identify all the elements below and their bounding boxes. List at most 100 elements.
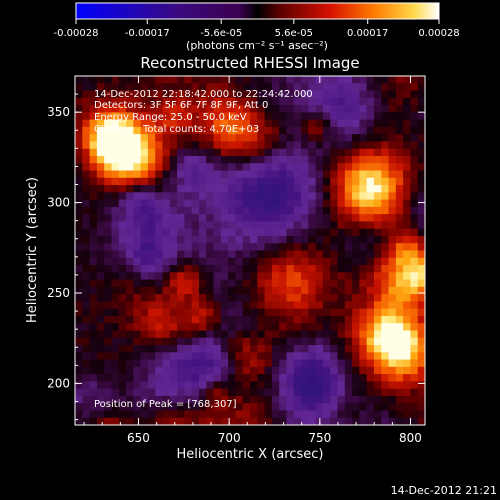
heatmap-cell bbox=[228, 279, 236, 288]
heatmap-cell bbox=[279, 126, 287, 135]
heatmap-cell bbox=[220, 163, 229, 171]
heatmap-cell bbox=[82, 366, 90, 375]
heatmap-cell bbox=[96, 279, 105, 288]
heatmap-cell bbox=[104, 90, 112, 99]
heatmap-cell bbox=[271, 345, 280, 353]
heatmap-cell bbox=[206, 330, 214, 339]
heatmap-cell bbox=[177, 374, 185, 382]
heatmap-cell bbox=[315, 308, 324, 317]
heatmap-cell bbox=[82, 170, 90, 179]
heatmap-cell bbox=[177, 395, 185, 404]
heatmap-cell bbox=[366, 134, 375, 142]
heatmap-cell bbox=[184, 403, 193, 411]
heatmap-cell bbox=[133, 337, 142, 346]
heatmap-cell bbox=[96, 330, 105, 339]
heatmap-cell bbox=[177, 155, 185, 164]
heatmap-cell bbox=[388, 323, 397, 331]
heatmap-cell bbox=[155, 301, 163, 310]
heatmap-cell bbox=[410, 294, 419, 302]
heatmap-cell bbox=[96, 410, 105, 419]
heatmap-cell bbox=[206, 250, 214, 259]
heatmap-cell bbox=[184, 323, 193, 331]
heatmap-cell bbox=[155, 177, 163, 186]
heatmap-cell bbox=[228, 206, 236, 215]
heatmap-cell bbox=[366, 345, 375, 353]
heatmap-cell bbox=[271, 366, 280, 375]
heatmap-cell bbox=[133, 141, 142, 150]
heatmap-cell bbox=[235, 323, 244, 331]
heatmap-cell bbox=[388, 177, 397, 186]
heatmap-cell bbox=[301, 90, 309, 99]
heatmap-cell bbox=[381, 315, 389, 324]
heatmap-cell bbox=[191, 359, 200, 368]
heatmap-cell bbox=[184, 206, 193, 215]
heatmap-cell bbox=[308, 119, 317, 128]
heatmap-cell bbox=[118, 330, 127, 339]
heatmap-cell bbox=[366, 148, 375, 157]
heatmap-cell bbox=[140, 76, 149, 84]
heatmap-cell bbox=[140, 177, 149, 186]
heatmap-cell bbox=[140, 83, 149, 91]
heatmap-cell bbox=[191, 155, 200, 164]
heatmap-cell bbox=[395, 286, 404, 295]
heatmap-cell bbox=[366, 105, 375, 113]
heatmap-cell bbox=[293, 308, 302, 317]
heatmap-cell bbox=[250, 134, 258, 142]
heatmap-cell bbox=[286, 185, 295, 193]
heatmap-cell bbox=[264, 323, 273, 331]
heatmap-cell bbox=[89, 250, 98, 259]
heatmap-cell bbox=[82, 148, 90, 157]
heatmap-cell bbox=[82, 352, 90, 360]
heatmap-cell bbox=[140, 97, 149, 106]
heatmap-cell bbox=[191, 337, 200, 346]
heatmap-cell bbox=[228, 105, 236, 113]
heatmap-cell bbox=[228, 337, 236, 346]
heatmap-cell bbox=[242, 366, 251, 375]
heatmap-cell bbox=[264, 374, 273, 382]
heatmap-cell bbox=[344, 403, 353, 411]
heatmap-cell bbox=[395, 83, 404, 91]
heatmap-cell bbox=[417, 395, 425, 404]
heatmap-cell bbox=[293, 352, 302, 360]
heatmap-cell bbox=[410, 366, 419, 375]
heatmap-cell bbox=[344, 410, 353, 419]
heatmap-cell bbox=[417, 301, 425, 310]
heatmap-cell bbox=[293, 294, 302, 302]
heatmap-cell bbox=[359, 214, 368, 222]
heatmap-cell bbox=[169, 192, 178, 200]
heatmap-cell bbox=[373, 257, 382, 266]
heatmap-cell bbox=[147, 403, 156, 411]
heatmap-cell bbox=[206, 272, 214, 280]
heatmap-cell bbox=[162, 206, 171, 215]
heatmap-cell bbox=[250, 170, 258, 179]
heatmap-cell bbox=[337, 134, 346, 142]
heatmap-cell bbox=[308, 294, 317, 302]
heatmap-cell bbox=[111, 257, 120, 266]
heatmap-cell bbox=[381, 410, 389, 419]
heatmap-cell bbox=[344, 279, 353, 288]
heatmap-cell bbox=[126, 83, 134, 91]
heatmap-cell bbox=[301, 345, 309, 353]
heatmap-cell bbox=[89, 170, 98, 179]
heatmap-cell bbox=[279, 170, 287, 179]
heatmap-cell bbox=[337, 228, 346, 237]
heatmap-cell bbox=[330, 250, 338, 259]
heatmap-cell bbox=[344, 214, 353, 222]
heatmap-cell bbox=[118, 374, 127, 382]
heatmap-cell bbox=[242, 330, 251, 339]
heatmap-cell bbox=[293, 286, 302, 295]
heatmap-cell bbox=[308, 381, 317, 390]
heatmap-cell bbox=[228, 294, 236, 302]
heatmap-cell bbox=[147, 323, 156, 331]
heatmap-cell bbox=[330, 97, 338, 106]
heatmap-cell bbox=[126, 206, 134, 215]
heatmap-cell bbox=[242, 294, 251, 302]
heatmap-cell bbox=[82, 359, 90, 368]
heatmap-cell bbox=[366, 301, 375, 310]
heatmap-cell bbox=[111, 352, 120, 360]
heatmap-cell bbox=[352, 199, 360, 208]
heatmap-cell bbox=[322, 206, 331, 215]
heatmap-cell bbox=[417, 410, 425, 419]
heatmap-cell bbox=[352, 417, 360, 425]
heatmap-cell bbox=[169, 170, 178, 179]
